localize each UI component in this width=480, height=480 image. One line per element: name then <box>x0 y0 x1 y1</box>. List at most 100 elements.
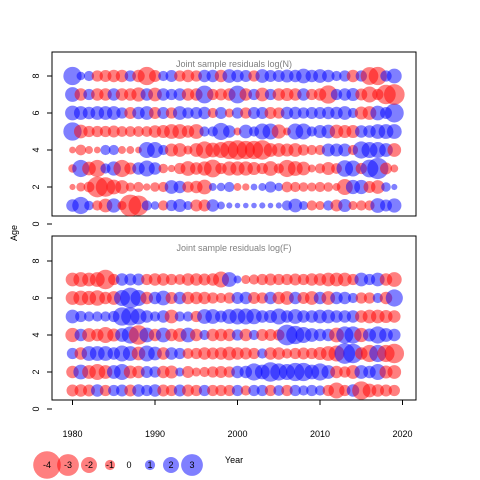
residual-bubble <box>207 107 218 119</box>
residual-bubble <box>91 384 104 397</box>
residual-bubble <box>115 180 129 194</box>
residual-bubble <box>306 144 317 156</box>
residual-bubble <box>305 107 318 119</box>
residual-bubble <box>149 311 161 322</box>
residual-bubble <box>206 199 220 212</box>
residual-bubble <box>381 182 391 192</box>
residual-bubble <box>125 182 135 192</box>
residual-bubble <box>157 384 170 397</box>
residual-bubble <box>174 347 186 360</box>
residual-bubble <box>264 107 277 119</box>
residual-bubble <box>251 202 257 209</box>
residual-bubble <box>289 384 301 397</box>
residual-bubble <box>182 366 194 378</box>
residual-bubble <box>288 143 303 157</box>
residual-bubble <box>238 124 253 139</box>
residual-bubble <box>298 200 309 211</box>
residual-bubble <box>234 202 241 209</box>
residual-bubble <box>107 125 120 138</box>
y-tick-label: 4 <box>31 147 41 152</box>
legend-bubble <box>33 451 61 479</box>
residual-bubble <box>83 125 95 138</box>
x-tick-label: 1990 <box>145 429 165 439</box>
residual-bubble <box>148 162 162 175</box>
residual-bubble <box>92 311 103 322</box>
residual-bubble <box>199 126 210 137</box>
residual-bubble <box>307 182 317 192</box>
residual-bubble <box>75 144 87 156</box>
residual-bubble <box>207 384 219 397</box>
residual-bubble <box>296 161 311 176</box>
residual-bubble <box>346 69 360 83</box>
residual-bubble <box>380 162 392 175</box>
residual-bubble <box>314 181 326 193</box>
residual-bubble <box>386 272 402 287</box>
residual-bubble <box>188 124 204 139</box>
residual-bubble <box>203 159 222 178</box>
x-tick-label: 2010 <box>310 429 330 439</box>
legend-bubble <box>181 454 203 476</box>
residual-bubble <box>239 88 253 101</box>
residual-bubble <box>390 164 399 173</box>
legend-item: 2 <box>163 457 179 473</box>
legend-item: -4 <box>33 451 61 479</box>
residual-bubble <box>231 347 244 360</box>
residual-bubble <box>158 200 169 211</box>
legend-item: -1 <box>104 459 116 471</box>
residual-bubble <box>165 347 178 360</box>
residual-bubble <box>116 126 128 137</box>
legend-bubble <box>163 457 179 473</box>
residual-bubble <box>140 310 154 323</box>
residual-bubble <box>191 367 201 377</box>
residual-bubble <box>165 70 178 82</box>
legend-bubble <box>144 459 156 471</box>
residual-bubble <box>248 347 260 360</box>
residual-bubble <box>319 85 338 104</box>
residual-bubble <box>367 157 389 180</box>
residual-bubble <box>242 183 250 191</box>
residual-bubble <box>190 199 203 212</box>
panel-2: Joint sample residuals log(F) 0 2 4 6 8 <box>31 235 417 412</box>
residual-bubble <box>224 181 235 193</box>
residual-bubble <box>307 164 316 173</box>
x-tick-label: 1980 <box>62 429 82 439</box>
residual-bubble <box>267 202 274 209</box>
residual-bubble <box>328 382 345 399</box>
residual-bubble <box>63 66 82 86</box>
residual-bubble <box>241 274 251 285</box>
residual-bubble <box>208 183 217 191</box>
residual-bubble <box>199 329 210 341</box>
residual-bubble <box>199 366 210 378</box>
residual-bubble <box>348 200 358 211</box>
residual-bubble <box>338 291 352 305</box>
panel-title: Joint sample residuals log(F) <box>176 243 291 253</box>
residual-bubble <box>100 311 111 322</box>
residual-bubble <box>133 126 144 137</box>
residual-bubble <box>331 70 342 82</box>
residual-bubble <box>164 309 179 324</box>
residual-bubble <box>181 69 195 83</box>
legend-bubble <box>81 457 97 473</box>
residual-bubble <box>288 198 303 213</box>
y-tick-label: 8 <box>31 258 41 263</box>
residual-bubble <box>190 384 202 397</box>
residual-bubble <box>150 201 160 210</box>
residual-bubble <box>76 71 86 81</box>
residual-bubble <box>256 107 269 119</box>
residual-bubble <box>172 143 187 157</box>
residual-bubble <box>167 164 176 173</box>
residual-bubble <box>190 328 203 342</box>
residual-bubble <box>69 146 76 154</box>
residual-bubble <box>124 126 136 137</box>
residual-bubble <box>271 124 286 139</box>
residual-bubble <box>65 309 80 324</box>
residual-bubble <box>182 348 194 359</box>
residual-bubble <box>384 343 405 364</box>
residual-bubble <box>157 107 170 119</box>
legend-label: -2 <box>85 460 93 470</box>
residual-bubble <box>231 384 244 397</box>
residual-bubble <box>322 69 335 83</box>
residual-bubble <box>73 124 88 139</box>
residual-bubble <box>295 123 312 140</box>
residual-bubble <box>74 88 88 101</box>
